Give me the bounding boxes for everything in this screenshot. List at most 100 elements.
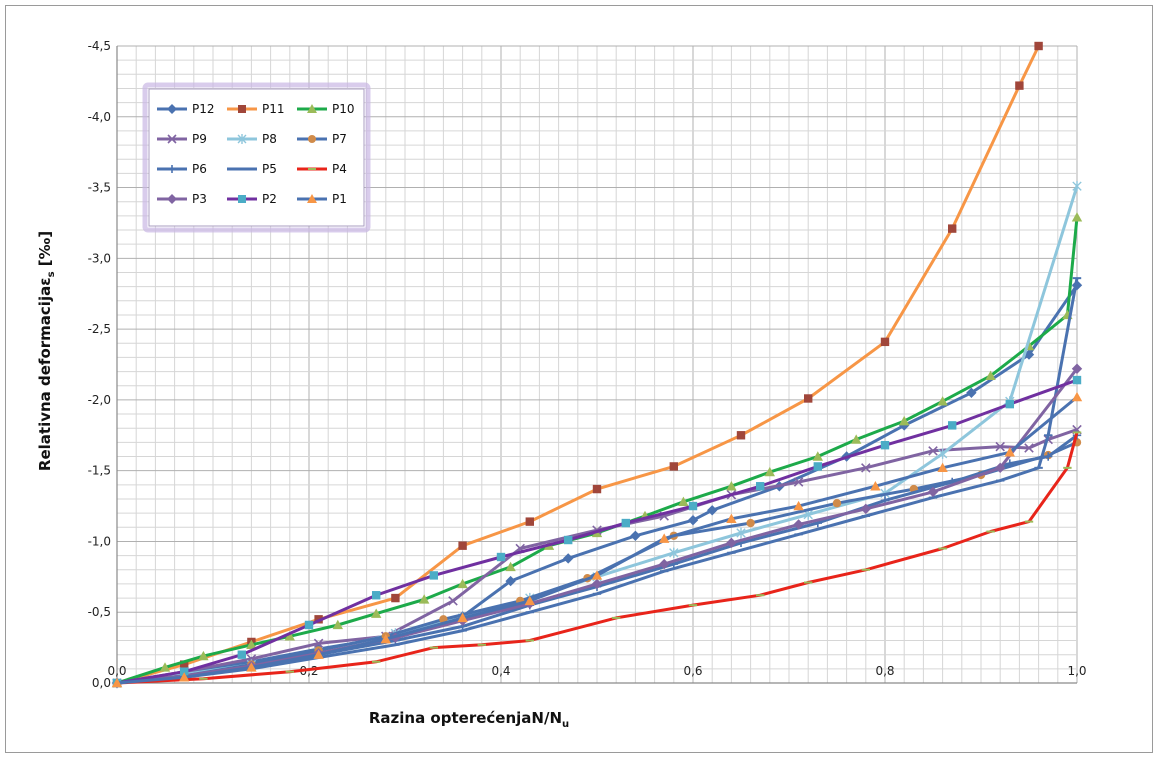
data-point-marker — [726, 513, 737, 523]
y-tick-label: -3,0 — [88, 251, 111, 265]
data-point-marker — [928, 496, 938, 499]
series-line — [116, 378, 1078, 685]
data-point-marker — [861, 463, 871, 473]
data-point-marker — [307, 194, 317, 203]
legend: P12 P11 P10 P9 P8 P7 P6 P5 P4 P3 P2 P1 — [142, 82, 371, 233]
x-axis-label: Razina opterećenja — [369, 709, 532, 727]
data-point-marker — [1024, 443, 1034, 453]
data-point-marker — [996, 479, 1005, 482]
data-point-marker — [563, 553, 574, 564]
data-point-marker — [880, 440, 890, 450]
data-point-marker — [1072, 375, 1082, 385]
data-point-marker — [948, 421, 957, 430]
data-point-marker — [167, 104, 177, 114]
y-tick-label: -0,5 — [88, 605, 111, 619]
data-point-marker — [313, 638, 324, 649]
data-point-marker — [630, 530, 641, 541]
data-point-marker — [804, 581, 813, 584]
data-point-marker — [457, 578, 468, 589]
data-point-marker — [612, 616, 621, 619]
data-point-marker — [621, 518, 630, 528]
data-point-marker — [246, 639, 257, 649]
data-point-marker — [995, 441, 1005, 452]
data-point-marker — [986, 530, 995, 533]
data-point-marker — [707, 505, 718, 516]
data-point-marker — [505, 561, 516, 572]
legend-label: P10 — [332, 102, 355, 116]
legend-label: P11 — [262, 102, 285, 116]
y-tick-label: -1,5 — [88, 464, 111, 478]
legend-item-p8: P8 — [227, 132, 277, 146]
y-tick-label: -4,5 — [88, 39, 111, 53]
legend-label: P5 — [262, 162, 277, 176]
data-point-marker — [688, 604, 698, 607]
data-point-marker — [304, 620, 314, 630]
data-point-marker — [1071, 212, 1083, 222]
data-point-marker — [524, 595, 535, 606]
data-point-marker — [505, 575, 516, 587]
data-point-marker — [1005, 459, 1014, 468]
data-point-marker — [726, 537, 737, 549]
legend-item-p3: P3 — [157, 192, 207, 206]
data-point-marker — [448, 596, 458, 606]
data-point-marker — [380, 633, 391, 644]
legend-item-p10: P10 — [297, 102, 355, 116]
data-point-marker — [525, 639, 534, 642]
data-point-marker — [746, 518, 755, 528]
data-point-marker — [793, 477, 804, 487]
data-point-marker — [1071, 391, 1083, 402]
data-point-marker — [727, 551, 736, 554]
legend-item-p4: P4 — [297, 162, 347, 176]
data-point-marker — [591, 570, 603, 580]
data-point-marker — [458, 629, 467, 632]
data-point-marker — [591, 578, 603, 590]
data-point-marker — [937, 448, 948, 459]
y-tick-label: -2,0 — [88, 393, 111, 407]
data-point-marker — [525, 611, 534, 614]
data-point-marker — [937, 462, 948, 473]
data-point-marker — [659, 558, 670, 570]
legend-label: P9 — [192, 132, 207, 146]
data-point-marker — [238, 105, 246, 113]
data-point-marker — [238, 168, 246, 170]
data-point-marker — [1063, 466, 1072, 469]
data-point-marker — [167, 134, 177, 144]
data-point-marker — [870, 481, 881, 491]
y-tick-label: 0,0 — [92, 676, 111, 690]
data-point-marker — [391, 643, 400, 646]
series-p2 — [112, 375, 1082, 688]
data-point-marker — [726, 481, 737, 491]
data-point-marker — [1023, 349, 1035, 360]
legend-item-p7: P7 — [297, 132, 347, 146]
legend-item-p6: P6 — [157, 162, 207, 176]
data-point-marker — [199, 677, 208, 680]
y-tick-label: -3,5 — [88, 181, 111, 195]
x-tick-label: 0,8 — [875, 664, 894, 678]
data-point-marker — [564, 535, 573, 545]
legend-item-p2: P2 — [227, 192, 277, 206]
data-point-marker — [168, 165, 176, 173]
data-point-marker — [1034, 41, 1043, 51]
x-axis-title: Razina opterećenjaN/Nu — [369, 709, 569, 730]
data-point-marker — [458, 541, 467, 550]
y-axis-unit: [‰] — [36, 231, 54, 272]
data-point-marker — [1044, 434, 1053, 437]
data-point-marker — [284, 631, 295, 641]
data-point-marker — [832, 499, 842, 508]
data-point-marker — [659, 533, 670, 543]
data-point-marker — [332, 619, 343, 630]
data-point-marker — [372, 591, 381, 600]
data-point-marker — [307, 104, 317, 113]
legend-label: P6 — [192, 162, 207, 176]
data-point-marker — [525, 517, 534, 526]
data-point-marker — [1072, 180, 1082, 192]
x-axis-sub: u — [562, 719, 569, 730]
x-tick-label: 0,6 — [683, 664, 702, 678]
data-point-marker — [237, 650, 246, 659]
legend-label: P1 — [332, 192, 347, 206]
data-point-marker — [111, 677, 123, 688]
data-point-marker — [995, 462, 1006, 474]
data-point-marker — [477, 643, 486, 646]
data-point-marker — [419, 594, 430, 604]
data-point-marker — [391, 593, 400, 603]
